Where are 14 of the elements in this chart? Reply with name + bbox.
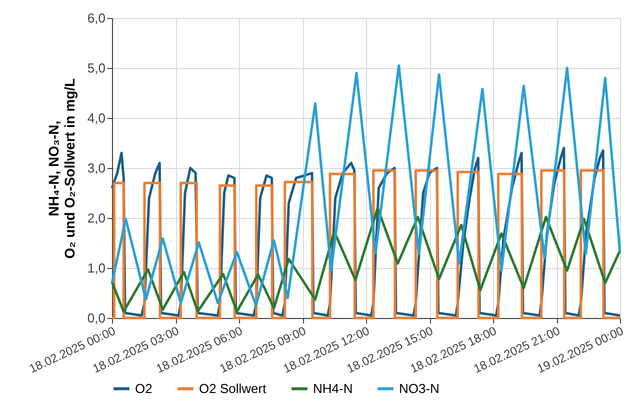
legend-label: NH4-N	[313, 380, 353, 396]
legend-label: O2	[135, 380, 152, 396]
line-series	[110, 206, 622, 313]
y-tick-label: 5,0	[87, 60, 106, 76]
y-tick-label: 4,0	[87, 110, 106, 126]
legend-label: O2 Sollwert	[199, 380, 267, 396]
y-axis-title: NH₄-N, NO₃-N, O₂ und O₂-Sollwert in mg/L	[45, 78, 78, 259]
line-series	[110, 64, 622, 307]
legend-label: NO3-N	[399, 380, 440, 396]
y-tick-label: 6,0	[87, 10, 106, 26]
y-tick-label: 1,0	[87, 260, 106, 276]
y-tick-label: 3,0	[87, 160, 106, 176]
y-tick-label: 2,0	[87, 210, 106, 226]
y-tick-label: 0,0	[87, 310, 106, 326]
